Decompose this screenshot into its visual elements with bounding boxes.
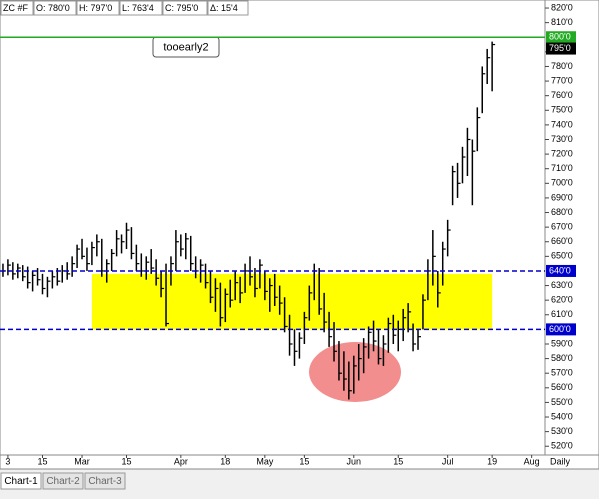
y-tick-label: 630'0 <box>551 280 573 290</box>
y-tick-label: 740'0 <box>551 119 573 129</box>
x-axis-area <box>0 454 599 470</box>
y-tick-label: 620'0 <box>551 295 573 305</box>
y-tick-label: 660'0 <box>551 236 573 246</box>
x-tick-label: Aug <box>524 456 540 466</box>
y-tick-label: 590'0 <box>551 338 573 348</box>
header-cell <box>207 0 249 16</box>
header-cell <box>33 0 77 16</box>
y-tick-label: 760'0 <box>551 90 573 100</box>
header-cell <box>0 0 34 16</box>
level-tag <box>546 323 576 336</box>
y-tick-label: 730'0 <box>551 134 573 144</box>
last-price-tag <box>546 42 576 55</box>
x-tick-label: 15 <box>37 456 47 466</box>
y-tick-label: 580'0 <box>551 353 573 363</box>
y-tick-label: 710'0 <box>551 163 573 173</box>
y-tick-label: 610'0 <box>551 309 573 319</box>
header-text: ZC #F <box>3 3 29 13</box>
level-tag <box>546 264 576 277</box>
x-tick-label: May <box>256 456 274 466</box>
x-tick-label: Mar <box>74 456 90 466</box>
y-tick-label: 690'0 <box>551 192 573 202</box>
y-tick-label: 570'0 <box>551 368 573 378</box>
x-tick-label: 3 <box>5 456 10 466</box>
x-tick-label: 15 <box>393 456 403 466</box>
header-cell <box>76 0 120 16</box>
highlight-ellipse <box>309 342 401 402</box>
y-tick-label: 560'0 <box>551 382 573 392</box>
support-zone <box>91 273 493 330</box>
x-tick-label: 15 <box>299 456 309 466</box>
y-tick-label: 810'0 <box>551 17 573 27</box>
y-tick-label: 750'0 <box>551 105 573 115</box>
y-tick-label: 680'0 <box>551 207 573 217</box>
tab-label[interactable]: Chart-3 <box>88 476 122 487</box>
plot-area <box>0 0 546 456</box>
x-tick-label: 15 <box>121 456 131 466</box>
tab-label[interactable]: Chart-2 <box>46 476 80 487</box>
x-tick-label: Apr <box>174 456 188 466</box>
header-cell <box>162 0 208 16</box>
header-text: H: 797'0 <box>79 3 112 13</box>
period-label: Daily <box>550 456 571 466</box>
x-tick-label: Jun <box>347 456 362 466</box>
x-tick-label: 19 <box>487 456 497 466</box>
y-tick-label: 770'0 <box>551 75 573 85</box>
y-tick-label: 700'0 <box>551 178 573 188</box>
last-price-label: 795'0 <box>549 43 571 53</box>
y-tick-label: 540'0 <box>551 411 573 421</box>
header-text: O: 780'0 <box>36 3 70 13</box>
x-tick-label: Jul <box>442 456 454 466</box>
y-tick-label: 520'0 <box>551 441 573 451</box>
y-tick-label: 530'0 <box>551 426 573 436</box>
annotation: tooearly2 <box>163 41 208 53</box>
header-text: L: 763'4 <box>122 3 154 13</box>
level-label: 640'0 <box>549 265 571 275</box>
level-label: 600'0 <box>549 324 571 334</box>
tab-label[interactable]: Chart-1 <box>4 476 38 487</box>
tab[interactable] <box>0 472 42 490</box>
header-text: Δ: 15'4 <box>210 3 238 13</box>
y-tick-label: 780'0 <box>551 61 573 71</box>
y-tick-label: 720'0 <box>551 148 573 158</box>
y-tick-label: 670'0 <box>551 222 573 232</box>
y-axis-area <box>544 0 599 456</box>
y-tick-label: 550'0 <box>551 397 573 407</box>
x-tick-label: 18 <box>220 456 230 466</box>
level-label: 800'0 <box>549 32 571 42</box>
header-text: C: 795'0 <box>165 3 198 13</box>
header-cell <box>119 0 163 16</box>
tab[interactable] <box>84 472 126 490</box>
tab[interactable] <box>42 472 84 490</box>
y-tick-label: 820'0 <box>551 2 573 12</box>
level-tag <box>546 31 576 44</box>
y-tick-label: 650'0 <box>551 251 573 261</box>
